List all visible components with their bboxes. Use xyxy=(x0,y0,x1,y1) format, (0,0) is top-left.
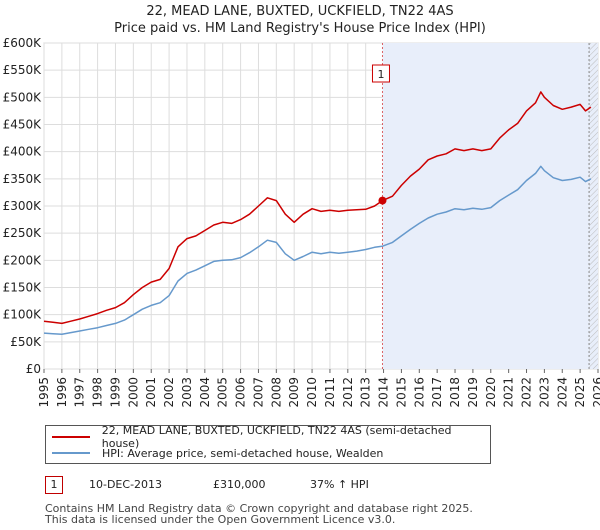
y-tick-label: £300K xyxy=(3,199,43,213)
x-tick-label: 2014 xyxy=(377,377,391,408)
x-tick-label: 2010 xyxy=(305,377,319,408)
post-sale-shaded-region xyxy=(382,43,598,369)
x-tick-label: 2019 xyxy=(466,377,480,408)
y-tick-label: £500K xyxy=(3,90,43,104)
footer-line-1: Contains HM Land Registry data © Crown c… xyxy=(45,502,473,515)
x-tick-label: 1998 xyxy=(91,377,105,408)
legend-swatch-hpi xyxy=(52,452,90,454)
x-tick-label: 2000 xyxy=(126,377,140,408)
chart-title: 22, MEAD LANE, BUXTED, UCKFIELD, TN22 4A… xyxy=(146,4,454,19)
x-tick-label: 1996 xyxy=(55,377,69,408)
y-tick-label: £150K xyxy=(3,281,43,295)
x-tick-label: 2022 xyxy=(520,377,534,408)
x-tick-label: 2015 xyxy=(394,377,408,408)
legend-item-hpi: HPI: Average price, semi-detached house,… xyxy=(52,446,383,460)
y-tick-label: £550K xyxy=(3,63,43,77)
sale-marker-box xyxy=(371,64,390,83)
x-tick-label: 1999 xyxy=(108,377,122,408)
future-hatched-region xyxy=(589,43,598,369)
x-tick-label: 2009 xyxy=(287,377,301,408)
y-tick-label: £400K xyxy=(3,145,43,159)
sale-marker-label: 1 xyxy=(377,68,384,81)
footer-line-2: This data is licensed under the Open Gov… xyxy=(45,513,396,526)
x-tick-label: 2002 xyxy=(162,377,176,408)
x-tick-label: 2026 xyxy=(591,377,600,408)
footer-attribution: Contains HM Land Registry data © Crown c… xyxy=(45,503,473,525)
x-tick-label: 2016 xyxy=(412,377,426,408)
y-tick-label: £0 xyxy=(26,362,41,376)
sale-hpi-change: 37% ↑ HPI xyxy=(310,478,369,491)
y-tick-label: £450K xyxy=(3,118,43,132)
property-price-line xyxy=(43,91,592,325)
x-tick-label: 2017 xyxy=(430,377,444,408)
x-tick-label: 2025 xyxy=(573,377,587,408)
x-tick-label: 2023 xyxy=(537,377,551,408)
x-tick-label: 2008 xyxy=(269,377,283,408)
legend-label-property: 22, MEAD LANE, BUXTED, UCKFIELD, TN22 4A… xyxy=(101,424,452,450)
sale-note-marker: 1 xyxy=(45,476,63,494)
sale-price: £310,000 xyxy=(213,478,266,491)
y-tick-label: £600K xyxy=(3,36,43,50)
x-tick-label: 1997 xyxy=(73,377,87,408)
legend-label-hpi: HPI: Average price, semi-detached house,… xyxy=(102,446,384,460)
x-tick-label: 2005 xyxy=(216,377,230,408)
sale-point xyxy=(378,196,387,205)
y-tick-label: £200K xyxy=(3,253,43,267)
x-tick-label: 2021 xyxy=(502,377,516,408)
price-chart: £0 £50K £100K £150K £200K £250K £300K £350K £400… xyxy=(3,36,600,408)
x-tick-label: 1995 xyxy=(37,377,51,408)
chart-subtitle: Price paid vs. HM Land Registry's House … xyxy=(114,21,486,36)
x-tick-label: 2001 xyxy=(144,377,158,408)
y-tick-label: £350K xyxy=(3,172,43,186)
x-tick-label: 2020 xyxy=(484,377,498,408)
x-tick-label: 2024 xyxy=(555,377,569,408)
y-tick-label: £100K xyxy=(3,308,43,322)
x-tick-label: 2003 xyxy=(180,377,194,408)
y-tick-label: £250K xyxy=(3,226,43,240)
x-tick-label: 2012 xyxy=(341,377,355,408)
x-tick-label: 2006 xyxy=(234,377,248,408)
chart-legend: 22, MEAD LANE, BUXTED, UCKFIELD, TN22 4A… xyxy=(45,424,491,464)
legend-swatch-property xyxy=(52,436,90,438)
x-tick-label: 2004 xyxy=(198,377,212,408)
hpi-line xyxy=(43,165,592,335)
legend-item-property: 22, MEAD LANE, BUXTED, UCKFIELD, TN22 4A… xyxy=(52,424,490,450)
y-tick-label: £50K xyxy=(10,335,42,349)
x-tick-label: 2018 xyxy=(448,377,462,408)
x-tick-label: 2007 xyxy=(251,377,265,408)
sale-date: 10-DEC-2013 xyxy=(89,478,163,491)
x-tick-label: 2013 xyxy=(359,377,373,408)
x-tick-label: 2011 xyxy=(323,377,337,408)
